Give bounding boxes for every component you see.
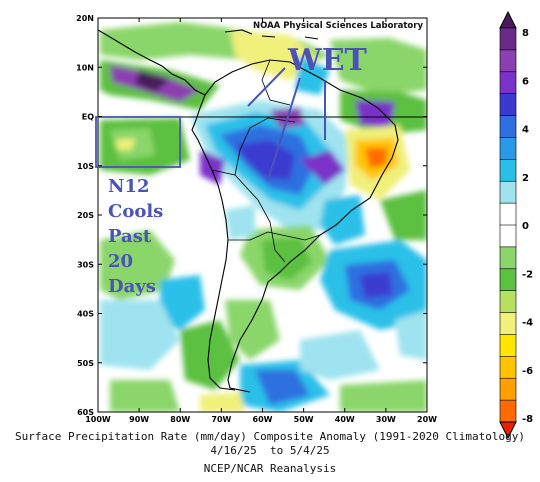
n12-line-1: N12 (108, 176, 150, 197)
x-tick-label: 100W (85, 415, 111, 424)
colorbar-swatch (499, 159, 517, 182)
y-tick-label: 10N (76, 63, 94, 72)
x-tick-label: 20W (417, 415, 437, 424)
credit-label: NOAA Physical Sciences Laboratory (253, 21, 423, 31)
colorbar-swatch (499, 268, 517, 292)
colorbar-swatch (499, 49, 517, 73)
x-tick-label: 50W (294, 415, 314, 424)
colorbar-swatch (499, 312, 517, 336)
n12-line-2: Cools (108, 201, 163, 222)
colorbar-swatch (499, 202, 517, 226)
y-axis-ticks: 20N 10N EQ 10S 20S 30S 40S 50S 60S (76, 14, 427, 417)
caption-line-2: 4/16/25 to 5/4/25 (210, 444, 330, 457)
colorbar-tick-label: -2 (522, 269, 533, 280)
colorbar-tick-label: 8 (522, 28, 529, 39)
colorbar-max-arrow (499, 10, 517, 29)
colorbar-tick-label: 6 (522, 76, 529, 87)
colorbar-swatch (499, 115, 517, 139)
x-axis-ticks: 100W 90W 80W 70W 60W 50W 40W 30W 20W (85, 18, 437, 424)
colorbar-tick-label: 0 (522, 221, 529, 232)
colorbar-min-arrow (499, 421, 517, 440)
n12-label: N12 Cools Past 20 Days (108, 176, 163, 297)
y-tick-label: 60S (77, 408, 94, 417)
x-tick-label: 60W (253, 415, 273, 424)
colorbar-swatch (499, 27, 517, 51)
x-tick-label: 80W (170, 415, 190, 424)
colorbar-swatch (499, 180, 517, 204)
colorbar-tick-label: -4 (522, 318, 533, 329)
y-tick-label: 10S (77, 162, 94, 171)
n12-line-5: Days (108, 276, 156, 297)
colorbar-tick-label: -6 (522, 366, 533, 377)
colorbar-swatch (499, 246, 517, 270)
coastlines (98, 29, 399, 393)
colorbar-swatch (499, 334, 517, 357)
y-tick-label: 30S (77, 260, 94, 269)
wet-label: WET (287, 43, 368, 78)
y-tick-label: 50S (77, 359, 94, 368)
caption-line-3: NCEP/NCAR Reanalysis (203, 462, 337, 475)
colorbar-swatch (499, 224, 517, 248)
y-tick-label: 20S (77, 211, 94, 220)
colorbar-swatch (499, 356, 517, 379)
x-tick-label: 40W (335, 415, 355, 424)
n12-line-3: Past (108, 226, 152, 247)
colorbar-swatch (499, 71, 517, 95)
colorbar: 8 6 4 2 0 -2 -4 -6 -8 (499, 10, 533, 440)
colorbar-tick-label: 2 (522, 173, 529, 184)
colorbar-tick-label: 4 (522, 125, 529, 136)
y-tick-label: EQ (82, 113, 94, 122)
colorbar-swatch (499, 290, 517, 314)
x-tick-label: 90W (129, 415, 149, 424)
x-tick-label: 30W (376, 415, 396, 424)
colorbar-tick-label: -8 (522, 414, 533, 425)
n12-box (95, 116, 181, 168)
colorbar-swatch (499, 399, 517, 423)
y-tick-label: 20N (76, 14, 94, 23)
anomaly-field (98, 18, 427, 412)
colorbar-swatch (499, 93, 517, 117)
colorbar-swatch (499, 377, 517, 401)
wet-arrows (247, 67, 326, 181)
colorbar-swatch (499, 137, 517, 160)
y-tick-label: 40S (77, 310, 94, 319)
n12-line-4: 20 (108, 251, 133, 272)
caption-line-1: Surface Precipitation Rate (mm/day) Comp… (15, 430, 525, 443)
x-tick-label: 70W (211, 415, 231, 424)
